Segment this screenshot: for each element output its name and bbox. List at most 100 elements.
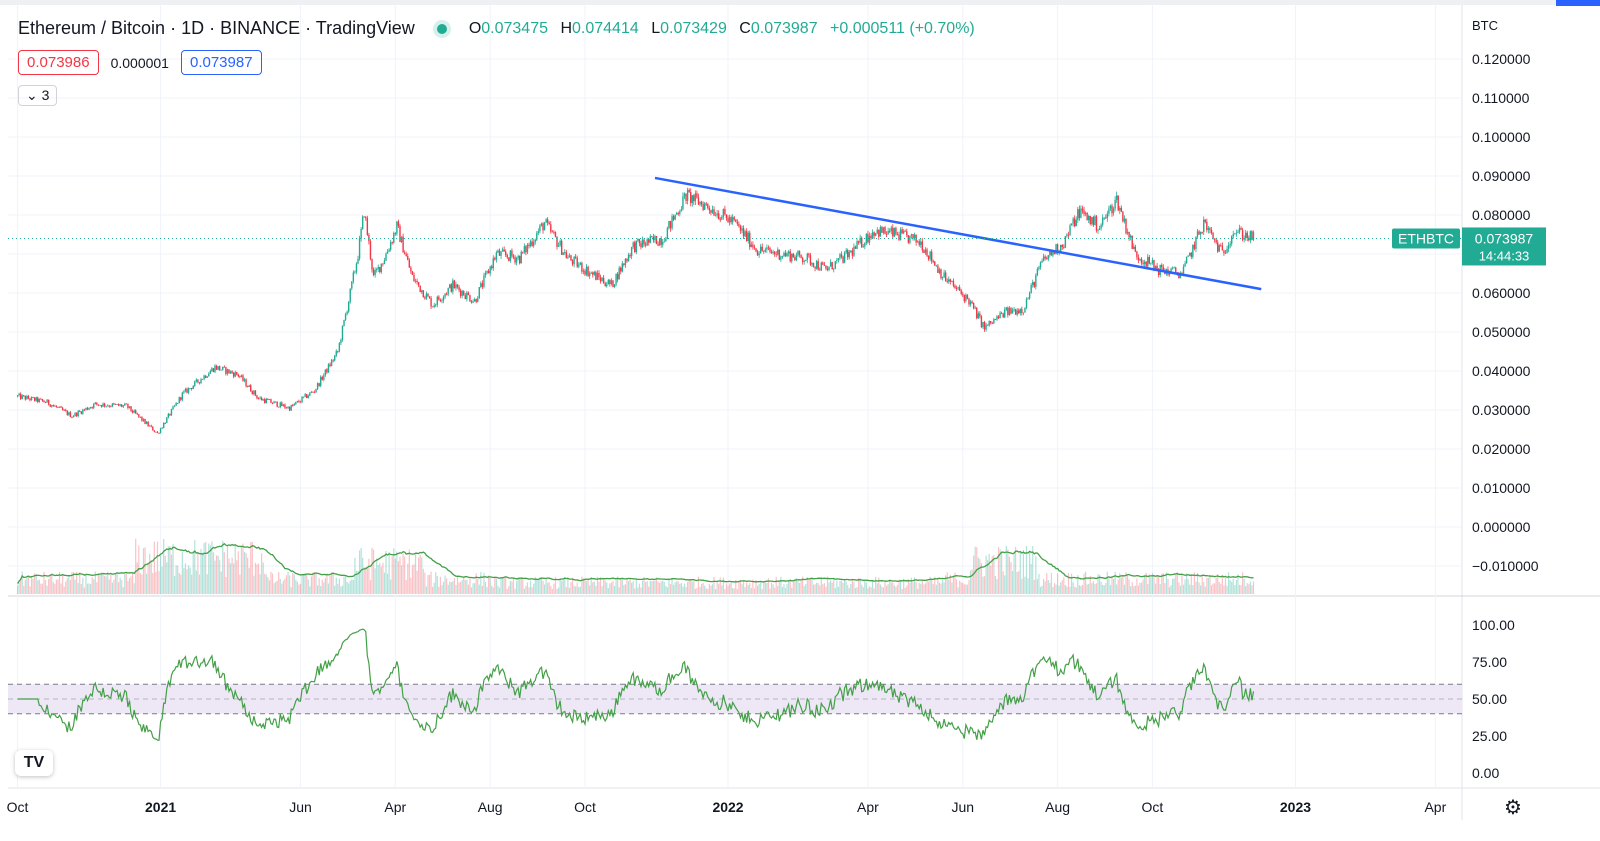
candle-body (484, 272, 487, 276)
volume-bar (374, 568, 376, 594)
candle-body (433, 305, 435, 307)
candle-body (755, 248, 757, 252)
volume-bar (599, 576, 602, 594)
candle (121, 403, 123, 408)
candle (892, 224, 894, 240)
candle-body (340, 339, 342, 344)
candle (505, 249, 507, 257)
candle (755, 248, 757, 253)
indicators-collapse-button[interactable]: ⌄ 3 (18, 85, 58, 106)
candle (114, 403, 117, 405)
candle (781, 255, 784, 259)
candle (54, 404, 56, 407)
candle-body (930, 251, 933, 262)
candle-body (204, 375, 207, 378)
tradingview-logo-icon[interactable]: TV (15, 750, 53, 776)
candle-body (357, 258, 359, 264)
candle-body (21, 395, 23, 399)
volume-bar (512, 578, 515, 594)
volume-bar (1150, 577, 1152, 594)
candle-body (306, 394, 308, 398)
candle-body (736, 221, 739, 224)
volume-bar (77, 582, 79, 594)
candle-body (568, 255, 571, 258)
volume-bar (876, 583, 878, 594)
candle (884, 225, 886, 235)
candle-body (405, 254, 407, 257)
candle (999, 311, 1001, 319)
candle-body (674, 214, 676, 220)
candle-body (1133, 246, 1135, 249)
candle-body (491, 266, 493, 269)
candle (16, 394, 19, 398)
gear-icon[interactable]: ⚙ (1504, 797, 1522, 819)
candle (231, 370, 233, 374)
candle (501, 247, 504, 252)
candle (251, 390, 254, 395)
candle (1196, 229, 1199, 239)
candle-body (1036, 269, 1039, 276)
volume-bar (623, 584, 625, 594)
candle-body (237, 374, 240, 377)
candle (349, 288, 351, 304)
candle (108, 404, 110, 408)
candle (257, 397, 260, 400)
candle-body (649, 236, 651, 243)
candle-body (309, 392, 311, 396)
candle (127, 403, 129, 410)
candle-body (338, 343, 341, 352)
candle-body (240, 375, 243, 377)
candle (253, 390, 255, 396)
candle-body (982, 322, 984, 328)
volume-bar (472, 583, 474, 594)
volume-bar (1070, 573, 1073, 594)
candle-body (784, 252, 787, 257)
volume-bar (337, 583, 339, 594)
sell-price-button[interactable]: 0.073986 (18, 50, 99, 75)
candle-body (264, 399, 266, 403)
candle (663, 238, 665, 243)
candle-body (1106, 213, 1109, 219)
candle (1249, 230, 1252, 244)
volume-bar (954, 572, 956, 594)
volume-bar (321, 579, 323, 594)
candle (508, 257, 510, 262)
volume-bar (289, 575, 291, 594)
volume-bar (79, 572, 81, 594)
candle (854, 245, 857, 249)
candle-body (797, 251, 799, 256)
volume-bar (478, 584, 480, 594)
volume-bar (1220, 583, 1222, 594)
candle-body (522, 251, 524, 253)
candle-body (270, 399, 272, 403)
candle-body (1101, 217, 1104, 225)
candle (613, 283, 616, 289)
volume-bar (1029, 552, 1031, 594)
candle (327, 363, 330, 374)
candle (648, 239, 650, 246)
candle-body (183, 391, 185, 393)
volume-bar (631, 582, 633, 594)
candle-body (316, 383, 319, 389)
candle-body (573, 256, 575, 265)
candle (240, 374, 243, 378)
candle (357, 255, 359, 265)
candle-body (414, 280, 417, 282)
candle (882, 227, 885, 235)
candle (413, 272, 415, 282)
candle-body (791, 253, 793, 262)
volume-bar (90, 584, 92, 594)
volume-bar (298, 584, 300, 594)
buy-price-button[interactable]: 0.073987 (180, 50, 262, 75)
candle-body (299, 401, 302, 403)
candle-body (1039, 262, 1042, 268)
volume-bar (931, 579, 933, 594)
candle-body (296, 400, 299, 402)
volume-bar (377, 565, 379, 594)
volume-bar (913, 577, 916, 594)
time-tick-label: Apr (384, 799, 406, 815)
volume-bar (879, 584, 881, 594)
volume-bar (665, 585, 667, 594)
candle (1190, 251, 1192, 260)
